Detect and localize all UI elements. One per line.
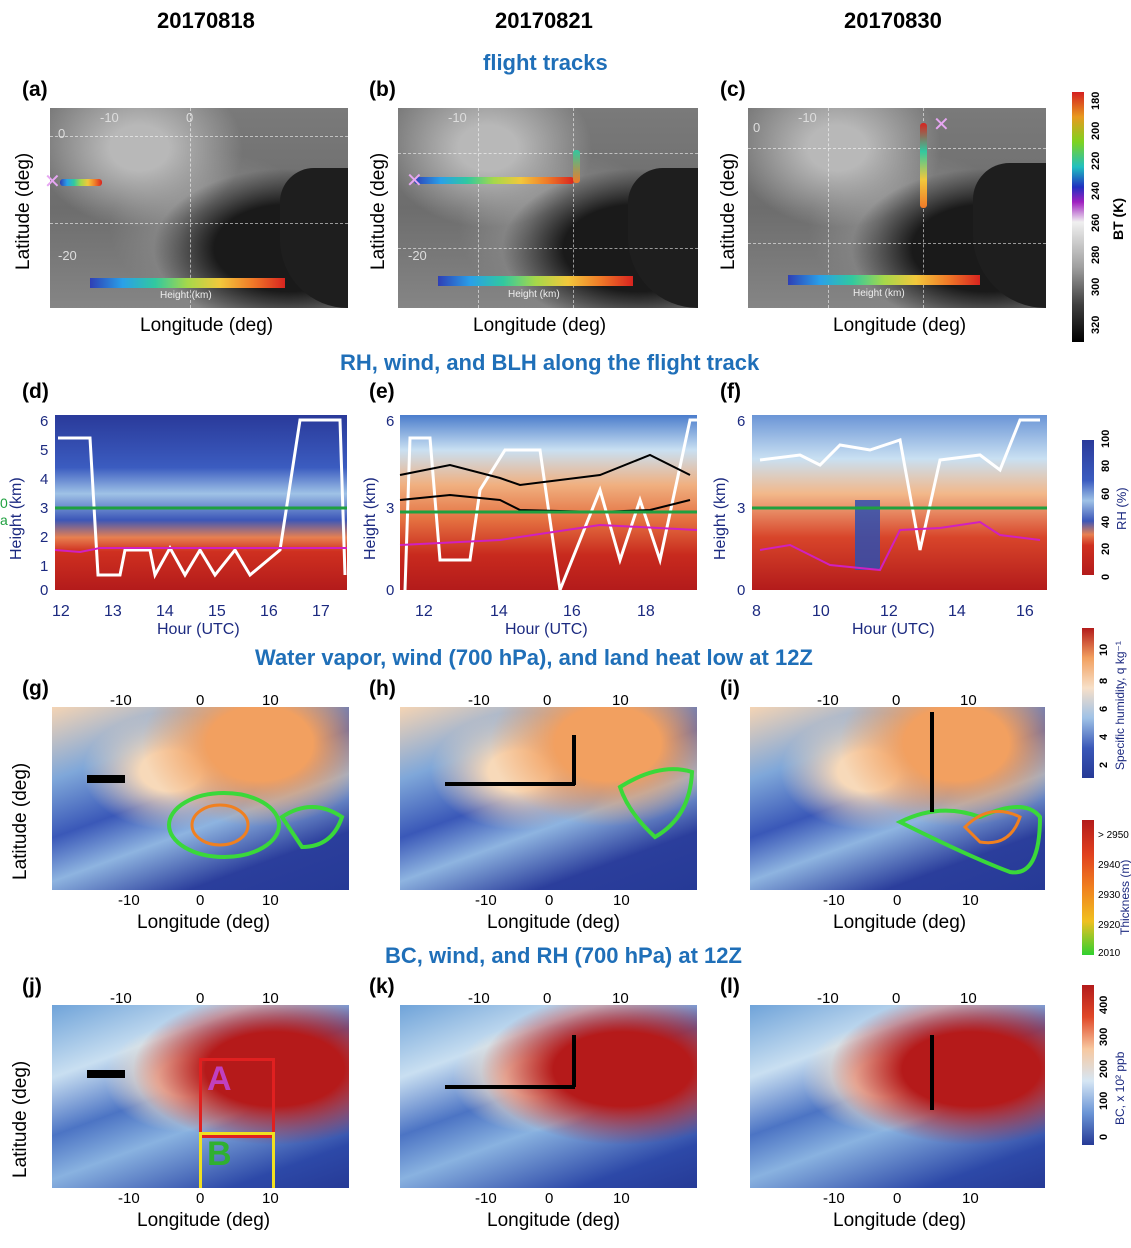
lat-label-j: Latitude (deg)	[10, 1060, 31, 1178]
panel-label-d: (d)	[22, 380, 49, 403]
panel-label-j: (j)	[22, 975, 42, 998]
lon-label-l: Longitude (deg)	[833, 1210, 967, 1231]
lat-label-b: Latitude (deg)	[368, 152, 389, 270]
flight-track-b	[414, 177, 574, 184]
section-title-water-vapor: Water vapor, wind (700 hPa), and land he…	[255, 645, 813, 670]
panel-label-c: (c)	[720, 78, 746, 101]
lon-label-h: Longitude (deg)	[487, 912, 621, 933]
height-colorbar-b	[438, 276, 633, 286]
hour-label-d: Hour (UTC)	[157, 621, 240, 638]
section-title-flight-tracks: flight tracks	[483, 50, 608, 75]
satellite-map-a: -10 0 0 -20 Height (km)	[50, 108, 348, 308]
q-colorbar-label: Specific humidity, q kg⁻¹	[1113, 641, 1127, 770]
water-vapor-map-i	[750, 707, 1045, 890]
bc-map-j	[52, 1005, 349, 1188]
satellite-map-c: -10 0 Height (km)	[748, 108, 1046, 308]
bc-map-k	[400, 1005, 697, 1188]
height-colorbar-a	[90, 278, 285, 288]
lon-label-g: Longitude (deg)	[137, 912, 271, 933]
start-marker-c: ✕	[933, 114, 950, 136]
flight-track-b-leg	[573, 150, 580, 183]
panel-label-i: (i)	[720, 677, 740, 700]
height-label-e: Height (km)	[362, 477, 379, 560]
start-marker-a: ✕	[44, 171, 61, 193]
panel-label-k: (k)	[369, 975, 395, 998]
panel-label-e: (e)	[369, 380, 395, 403]
box-a-label: A	[207, 1060, 232, 1098]
bc-colorbar-label: BC, x 10² ppb	[1113, 1051, 1127, 1125]
hour-label-f: Hour (UTC)	[852, 621, 935, 638]
section-title-bc: BC, wind, and RH (700 hPa) at 12Z	[385, 943, 742, 968]
flight-track-a	[60, 179, 102, 186]
bt-colorbar	[1072, 92, 1084, 342]
lon-label-j: Longitude (deg)	[137, 1210, 271, 1231]
satellite-map-b: -10 -20 Height (km)	[398, 108, 698, 308]
rh-colorbar-label: RH (%)	[1114, 487, 1129, 530]
water-vapor-map-h	[400, 707, 697, 890]
bt-colorbar-label: BT (K)	[1110, 198, 1126, 240]
bc-colorbar	[1082, 985, 1094, 1145]
rh-cross-sections	[54, 415, 1094, 596]
start-marker-b: ✕	[406, 170, 423, 192]
q-colorbar	[1082, 628, 1094, 778]
thickness-colorbar-label: Thickness (m)	[1118, 859, 1131, 935]
date-3: 20170830	[844, 8, 942, 33]
lat-label-a: Latitude (deg)	[13, 152, 34, 270]
lat-label-c: Latitude (deg)	[718, 152, 739, 270]
height-label-f: Height (km)	[712, 477, 729, 560]
panel-label-f: (f)	[720, 380, 741, 403]
panel-label-g: (g)	[22, 677, 49, 700]
thickness-colorbar	[1082, 820, 1094, 955]
lon-label-a: Longitude (deg)	[140, 315, 274, 336]
lon-label-b: Longitude (deg)	[473, 315, 607, 336]
box-b-label: B	[207, 1135, 232, 1173]
lon-label-i: Longitude (deg)	[833, 912, 967, 933]
height-label-d: Height (km)	[8, 477, 25, 560]
date-1: 20170818	[157, 8, 255, 33]
height-colorbar-c	[788, 275, 980, 285]
lon-label-k: Longitude (deg)	[487, 1210, 621, 1231]
panel-label-a: (a)	[22, 78, 48, 101]
water-vapor-map-g	[52, 707, 349, 890]
panel-label-b: (b)	[369, 78, 396, 101]
lon-label-c: Longitude (deg)	[833, 315, 967, 336]
section-title-rh: RH, wind, and BLH along the flight track	[340, 350, 760, 375]
hour-label-e: Hour (UTC)	[505, 621, 588, 638]
flight-track-c	[920, 123, 927, 208]
panel-label-h: (h)	[369, 677, 396, 700]
lat-label-g: Latitude (deg)	[10, 762, 31, 880]
bc-map-l	[750, 1005, 1045, 1188]
panel-label-l: (l)	[720, 975, 740, 998]
date-2: 20170821	[495, 8, 593, 33]
